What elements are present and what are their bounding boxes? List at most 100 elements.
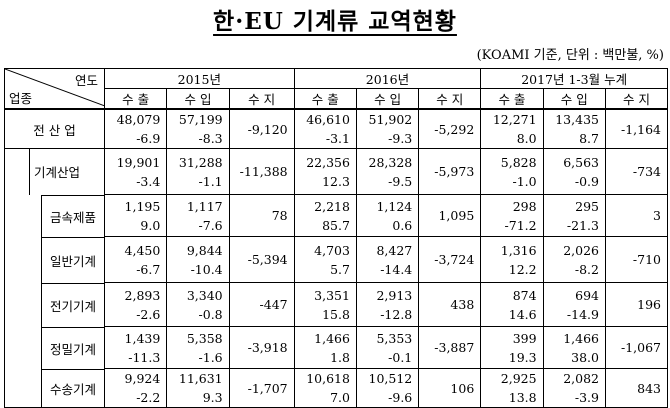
value-cell: 399 19.3 [480, 326, 544, 369]
amount: 399 [512, 330, 537, 346]
value-cell: 874 14.6 [480, 282, 544, 327]
balance: -5,973 [434, 164, 475, 179]
value-cell: -5,292 [418, 108, 482, 149]
amount: 295 [575, 198, 599, 214]
amount: 874 [512, 287, 537, 303]
value-cell: 78 [228, 194, 295, 237]
value-cell: 1,316 12.2 [480, 236, 544, 283]
balance: 843 [637, 380, 661, 396]
change-rate: -6.7 [136, 261, 161, 277]
change-rate: -2.6 [136, 306, 161, 322]
change-rate: -3.9 [574, 390, 599, 405]
value-cell: 19,901 -3.4 [103, 148, 168, 195]
value-cell: 196 [604, 282, 669, 327]
row-label: 기계산업 [29, 149, 104, 195]
change-rate: -21.3 [566, 217, 599, 233]
amount: 1,439 [124, 330, 161, 346]
data-row: 기계산업 19,901 -3.4 31,288 -1.1 -11,388 22,356 12.… [4, 148, 669, 195]
value-cell: -1,164 [604, 108, 669, 149]
balance: -11,388 [239, 164, 288, 179]
value-cell: 2,218 85.7 [293, 194, 357, 237]
amount: 1,195 [124, 198, 161, 214]
value-cell: -3,724 [418, 236, 482, 283]
value-cell: 5,353 -0.1 [355, 326, 420, 369]
amount: 19,901 [116, 154, 161, 170]
change-rate: -10.4 [190, 261, 223, 277]
data-row: 금속제품 1,195 9.0 1,117 -7.6 78 2,218 85.7 1,124 0.6… [4, 194, 669, 237]
year-header: 2017년 1-3월 누계 [480, 68, 668, 89]
value-cell: 28,328 -9.5 [355, 148, 420, 195]
row-label-cell: 금속제품 [4, 194, 105, 237]
value-cell: 1,466 1.8 [293, 326, 357, 369]
change-rate: -71.2 [504, 217, 537, 233]
change-rate: -14.9 [566, 306, 599, 322]
change-rate: -6.9 [136, 131, 161, 146]
row-label-cell: 일반기계 [4, 236, 105, 283]
amount: 1,316 [500, 242, 537, 258]
balance: -710 [632, 252, 661, 267]
data-row: 일반기계 4,450 -6.7 9,844 -10.4 -5,394 4,703 5.7 8,4… [4, 236, 669, 283]
amount: 694 [575, 287, 599, 303]
value-cell: 8,427 -14.4 [355, 236, 420, 283]
value-cell: 46,610 -3.1 [293, 108, 357, 149]
amount: 2,913 [376, 287, 413, 303]
value-cell: -710 [604, 236, 669, 283]
balance: 3 [653, 208, 661, 223]
amount: 2,893 [124, 287, 161, 303]
value-cell: 2,913 -12.8 [355, 282, 420, 327]
column-header: 수 출 [293, 88, 357, 110]
value-cell: -3,918 [228, 326, 295, 369]
value-cell: 31,288 -1.1 [166, 148, 230, 195]
column-header: 수 입 [355, 88, 420, 110]
value-cell: 2,925 13.8 [480, 368, 544, 408]
row-label: 전 산 업 [33, 122, 76, 138]
value-cell: 438 [418, 282, 482, 327]
amount: 2,218 [314, 198, 350, 214]
row-label: 금속제품 [41, 194, 104, 237]
change-rate: -3.4 [136, 173, 161, 189]
amount: 13,435 [555, 112, 599, 127]
amount: 2,026 [563, 242, 599, 258]
row-label: 수송기계 [41, 368, 104, 407]
value-cell: 3 [604, 194, 669, 237]
change-rate: -3.1 [325, 131, 350, 146]
row-label: 전기기계 [41, 282, 104, 327]
balance: -3,724 [434, 252, 475, 267]
value-cell: 51,902 -9.3 [355, 108, 420, 149]
value-cell: 1,466 38.0 [542, 326, 606, 369]
corner-diagonal [5, 69, 105, 106]
row-label: 정밀기계 [41, 326, 104, 369]
year-row: 연도 업종 2015년 2016년 2017년 1-3월 누계 [4, 68, 668, 110]
change-rate: 7.0 [330, 390, 350, 405]
change-rate: 15.8 [322, 306, 350, 322]
change-rate: -1.0 [512, 173, 537, 189]
column-header: 수 출 [480, 88, 544, 110]
value-cell: 694 -14.9 [542, 282, 606, 327]
corner-cell: 연도 업종 [4, 68, 105, 110]
amount: 1,466 [563, 330, 599, 346]
amount: 57,199 [178, 112, 223, 127]
amount: 1,117 [186, 198, 223, 214]
change-rate: -9.6 [388, 390, 413, 405]
value-cell: -1,067 [604, 326, 669, 369]
amount: 2,925 [500, 371, 537, 386]
value-cell: 298 -71.2 [480, 194, 544, 237]
value-cell: 5,828 -1.0 [480, 148, 544, 195]
data-row: 전기기계 2,893 -2.6 3,340 -0.8 -447 3,351 15.8 2,913… [4, 282, 669, 327]
corner-top: 연도 [74, 73, 98, 88]
value-cell: -9,120 [228, 108, 295, 149]
column-header: 수 지 [418, 88, 482, 110]
value-cell: 3,351 15.8 [293, 282, 357, 327]
value-cell: 13,435 8.7 [542, 108, 606, 149]
balance: -9,120 [247, 121, 288, 137]
row-label-cell: 기계산업 [4, 148, 105, 195]
amount: 2,082 [563, 371, 599, 386]
amount: 1,466 [314, 330, 350, 346]
value-cell: -447 [228, 282, 295, 327]
value-cell: 22,356 12.3 [293, 148, 357, 195]
amount: 31,288 [178, 154, 223, 170]
value-cell: 295 -21.3 [542, 194, 606, 237]
value-cell: 9,844 -10.4 [166, 236, 230, 283]
change-rate: 8.7 [579, 131, 599, 146]
